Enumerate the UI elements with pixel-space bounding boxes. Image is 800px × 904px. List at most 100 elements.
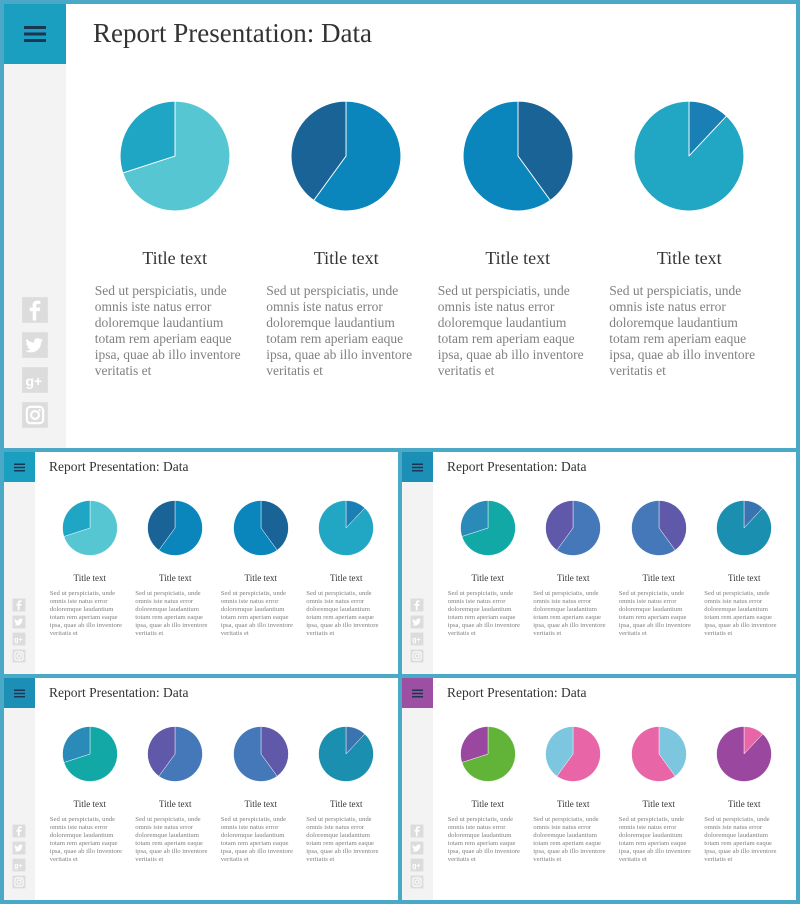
- twitter-icon[interactable]: [12, 841, 26, 855]
- instagram-icon[interactable]: [21, 401, 49, 429]
- google-plus-icon[interactable]: g+: [12, 858, 26, 872]
- chart-column: Title text Sed ut perspiciatis, unde omni…: [604, 100, 776, 379]
- pie-chart-row: Title text Sed ut perspiciatis, unde omni…: [47, 726, 389, 864]
- chart-title: Title text: [159, 573, 192, 583]
- twitter-icon[interactable]: [410, 841, 424, 855]
- slide-title: Report Presentation: Data: [447, 459, 587, 474]
- menu-button[interactable]: [4, 4, 66, 64]
- google-plus-icon[interactable]: g+: [410, 632, 424, 646]
- pie-chart: [290, 100, 402, 212]
- pie-slice-2: [233, 726, 278, 782]
- pie-chart: [119, 100, 231, 212]
- twitter-icon[interactable]: [410, 615, 424, 629]
- pie-slice-1: [556, 726, 601, 782]
- instagram-icon[interactable]: [410, 649, 424, 663]
- chart-title: Title text: [557, 573, 590, 583]
- pie-slice-2: [460, 500, 488, 537]
- pie-slice-1: [260, 500, 289, 551]
- pie-chart: [545, 726, 601, 782]
- pie-slice-1: [556, 500, 601, 556]
- chart-title: Title text: [728, 573, 761, 583]
- chart-title: Title text: [159, 799, 192, 809]
- pie-slice-1: [158, 500, 203, 556]
- facebook-icon[interactable]: [12, 824, 26, 838]
- pie-slice-1: [658, 726, 687, 777]
- pie-slice-2: [62, 500, 90, 537]
- menu-button[interactable]: [402, 452, 433, 482]
- hamburger-icon: [412, 689, 423, 697]
- twitter-icon[interactable]: [12, 615, 26, 629]
- pie-slice-2: [716, 500, 772, 556]
- chart-title: Title text: [642, 799, 675, 809]
- pie-slice-1: [517, 100, 574, 201]
- chart-description: Sed ut perspiciatis, unde omnis iste nat…: [135, 816, 208, 863]
- menu-button[interactable]: [4, 452, 35, 482]
- facebook-icon[interactable]: [410, 824, 424, 838]
- chart-title: Title text: [73, 573, 106, 583]
- chart-description: Sed ut perspiciatis, unde omnis iste nat…: [704, 816, 777, 863]
- slide-2[interactable]: Report Presentation: Data g+ Title text S…: [4, 452, 398, 674]
- svg-text:g+: g+: [25, 373, 42, 389]
- chart-column: Title text Sed ut perspiciatis, unde omni…: [616, 726, 702, 864]
- social-icons: g+: [410, 598, 424, 663]
- slide-3[interactable]: Report Presentation: Data g+ Title text S…: [402, 452, 796, 674]
- pie-chart-row: Title text Sed ut perspiciatis, unde omni…: [445, 500, 787, 638]
- pie-slice-2: [290, 100, 347, 201]
- chart-column: Title text Sed ut perspiciatis, unde omni…: [304, 500, 390, 638]
- pie-slice-2: [462, 100, 551, 212]
- facebook-icon[interactable]: [12, 598, 26, 612]
- pie-slice-2: [545, 500, 574, 551]
- social-icons: g+: [12, 598, 26, 663]
- chart-column: Title text Sed ut perspiciatis, unde omni…: [432, 100, 604, 379]
- svg-text:g+: g+: [412, 863, 420, 870]
- chart-description: Sed ut perspiciatis, unde omnis iste nat…: [447, 590, 520, 637]
- google-plus-icon[interactable]: g+: [21, 366, 49, 394]
- pie-slice-2: [62, 726, 90, 763]
- chart-description: Sed ut perspiciatis, unde omnis iste nat…: [533, 816, 606, 863]
- pie-chart-row: Title text Sed ut perspiciatis, unde omni…: [89, 100, 775, 379]
- menu-button[interactable]: [4, 678, 35, 708]
- pie-chart: [716, 726, 772, 782]
- chart-title: Title text: [485, 248, 551, 268]
- pie-chart: [62, 726, 118, 782]
- facebook-icon[interactable]: [21, 296, 49, 324]
- chart-title: Title text: [142, 248, 208, 268]
- chart-title: Title text: [313, 248, 379, 268]
- pie-slice-1: [461, 500, 516, 556]
- pie-chart: [545, 500, 601, 556]
- pie-slice-1: [63, 726, 118, 782]
- pie-chart: [716, 500, 772, 556]
- instagram-icon[interactable]: [410, 875, 424, 889]
- chart-column: Title text Sed ut perspiciatis, unde omni…: [218, 500, 304, 638]
- hamburger-icon: [14, 689, 25, 697]
- pie-chart: [318, 500, 374, 556]
- pie-slice-2: [233, 500, 278, 556]
- instagram-icon[interactable]: [12, 649, 26, 663]
- google-plus-icon[interactable]: g+: [410, 858, 424, 872]
- chart-column: Title text Sed ut perspiciatis, unde omni…: [47, 726, 133, 864]
- chart-title: Title text: [642, 573, 675, 583]
- svg-text:g+: g+: [412, 637, 420, 644]
- twitter-icon[interactable]: [21, 331, 49, 359]
- menu-button[interactable]: [402, 678, 433, 708]
- chart-title: Title text: [244, 799, 277, 809]
- pie-slice-1: [122, 100, 231, 212]
- slide-4[interactable]: Report Presentation: Data g+ Title text S…: [4, 678, 398, 900]
- slide-1-large[interactable]: Report Presentation: Data g+ Title text S…: [4, 4, 796, 448]
- pie-chart: [462, 100, 574, 212]
- chart-title: Title text: [656, 248, 722, 268]
- pie-chart: [147, 500, 203, 556]
- pie-chart: [147, 726, 203, 782]
- facebook-icon[interactable]: [410, 598, 424, 612]
- hamburger-icon: [14, 463, 25, 471]
- chart-column: Title text Sed ut perspiciatis, unde omni…: [133, 500, 219, 638]
- chart-column: Title text Sed ut perspiciatis, unde omni…: [616, 500, 702, 638]
- chart-column: Title text Sed ut perspiciatis, unde omni…: [702, 500, 788, 638]
- instagram-icon[interactable]: [12, 875, 26, 889]
- pie-slice-1: [63, 500, 118, 556]
- slide-5[interactable]: Report Presentation: Data g+ Title text S…: [402, 678, 796, 900]
- google-plus-icon[interactable]: g+: [12, 632, 26, 646]
- chart-column: Title text Sed ut perspiciatis, unde omni…: [445, 500, 531, 638]
- pie-slice-2: [631, 500, 676, 556]
- social-icons: g+: [410, 824, 424, 889]
